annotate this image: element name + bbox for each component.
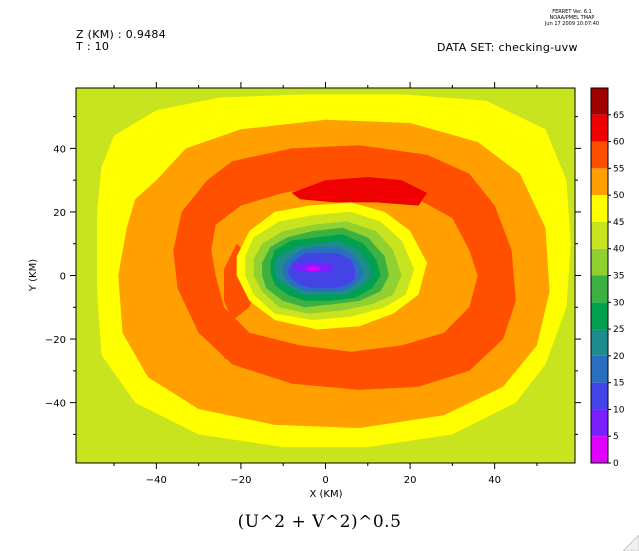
y-tick-label: −40 [45, 399, 66, 410]
colorbar-label: 5 [613, 432, 619, 442]
colorbar-label: 20 [613, 352, 625, 362]
colorbar-swatch-35 [591, 248, 608, 276]
y-axis-title: Y (KM) [28, 259, 39, 292]
axes: −40 −20 0 20 40 −40 −20 0 20 40 [45, 82, 581, 486]
x-tick-label: −40 [146, 475, 167, 486]
dataset-label: DATA SET: checking-uvw [437, 41, 578, 54]
time-label: T : 10 [76, 40, 110, 53]
colorbar-label: 25 [613, 325, 624, 335]
colorbar-swatch-25 [591, 302, 608, 330]
colorbar-swatch-50 [591, 168, 608, 196]
colorbar-label: 30 [613, 298, 625, 308]
z-level-label: Z (KM) : 0.9484 [76, 28, 167, 41]
y-tick-label: 20 [53, 208, 66, 219]
contour-band-6 [224, 339, 258, 365]
colorbar-swatch-10 [591, 382, 608, 410]
y-tick-label: 40 [53, 144, 66, 155]
colorbar-swatch-60 [591, 114, 608, 142]
page-corner-icon [623, 535, 639, 551]
y-tick-label: 0 [60, 272, 66, 283]
colorbar-swatch-0 [591, 436, 608, 463]
chart-title: (U^2 + V^2)^0.5 [237, 512, 402, 532]
colorbar-label: 60 [613, 138, 625, 148]
x-tick-label: 0 [322, 475, 328, 486]
colorbar-swatch-45 [591, 195, 608, 222]
colorbar: 0 5 10 15 20 25 30 35 40 45 50 55 60 65 [590, 87, 625, 469]
x-tick-label: 40 [488, 475, 501, 486]
colorbar-label: 40 [613, 245, 625, 255]
colorbar-label: 10 [613, 405, 625, 415]
colorbar-swatch-65 [591, 88, 608, 115]
colorbar-swatch-30 [591, 275, 608, 303]
colorbar-label: 0 [613, 459, 619, 469]
colorbar-label: 65 [613, 111, 624, 121]
colorbar-label: 45 [613, 218, 624, 228]
colorbar-swatch-55 [591, 141, 608, 169]
contour-band-7 [291, 177, 427, 206]
x-tick-label: 20 [404, 475, 417, 486]
contour-field [76, 88, 575, 463]
colorbar-swatch-20 [591, 329, 608, 356]
ferret-stamp: FERRET Ver. 6.1 NOAA/PMEL TMAP Jun 17 20… [532, 9, 612, 27]
colorbar-label: 35 [613, 272, 624, 282]
x-axis-title: X (KM) [309, 489, 342, 500]
colorbar-swatch-40 [591, 221, 608, 249]
stamp-date: Jun 17 2009 10:07:40 [544, 21, 600, 27]
contour-band-17 [304, 266, 322, 271]
stamp-version: FERRET Ver. 6.1 [552, 9, 592, 15]
colorbar-label: 55 [613, 164, 624, 174]
y-tick-label: −20 [45, 335, 66, 346]
colorbar-swatch-15 [591, 355, 608, 383]
colorbar-label: 15 [613, 379, 624, 389]
x-tick-label: −20 [230, 475, 251, 486]
colorbar-label: 50 [613, 191, 625, 201]
stamp-lab: NOAA/PMEL TMAP [549, 15, 595, 21]
colorbar-swatch-5 [591, 409, 608, 437]
